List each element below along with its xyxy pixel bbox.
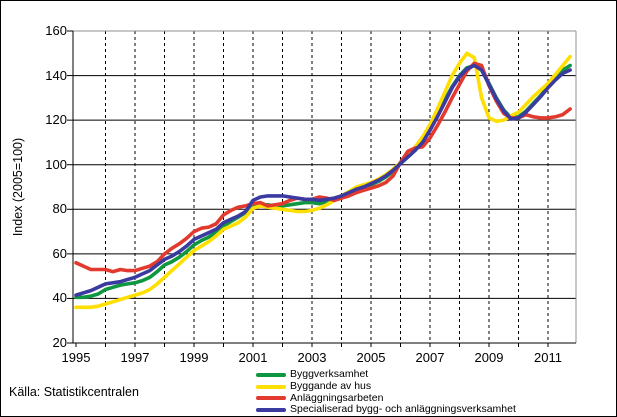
x-tick-label: 2009 <box>474 350 504 365</box>
series-line-1 <box>74 51 572 310</box>
x-tick-label: 1999 <box>179 350 209 365</box>
legend-item: Specialiserad bygg- och anläggningsverks… <box>256 404 516 416</box>
x-tick-label: 2003 <box>297 350 327 365</box>
x-tick-label: 2001 <box>238 350 268 365</box>
legend-item: Anläggningsarbeten <box>256 392 516 404</box>
y-tick-label: 60 <box>52 245 67 261</box>
legend-item: Byggverksamhet <box>256 369 516 381</box>
y-tick-label: 140 <box>45 67 67 83</box>
y-tick-label: 100 <box>45 156 67 172</box>
legend-line-swatch-red <box>256 396 286 401</box>
x-tick-label: 2005 <box>356 350 386 365</box>
legend-line-swatch-green <box>256 372 286 377</box>
x-tick-label: 2007 <box>415 350 445 365</box>
series-line-3 <box>74 63 572 297</box>
y-axis-title: Index (2005=100) <box>11 137 25 237</box>
legend-label: Byggande av hus <box>290 380 372 393</box>
x-tick-label: 1997 <box>120 350 150 365</box>
legend-label: Anläggningsarbeten <box>290 391 384 404</box>
x-tick-label: 1995 <box>61 350 91 365</box>
legend-label: Byggverksamhet <box>290 368 369 381</box>
legend-label: Specialiserad bygg- och anläggningsverks… <box>290 403 516 416</box>
legend: Byggverksamhet Byggande av hus Anläggnin… <box>256 369 516 416</box>
y-tick-label: 40 <box>52 290 67 306</box>
source-note: Källa: Statistikcentralen <box>9 385 139 399</box>
y-tick-label: 120 <box>45 112 67 128</box>
y-tick-label: 160 <box>45 23 67 38</box>
legend-item: Byggande av hus <box>256 381 516 393</box>
x-tick-label: 2011 <box>534 350 562 365</box>
legend-line-swatch-blue <box>256 407 286 412</box>
legend-line-swatch-yellow <box>256 384 286 389</box>
y-tick-label: 80 <box>52 201 67 217</box>
y-tick-label: 20 <box>52 335 67 350</box>
